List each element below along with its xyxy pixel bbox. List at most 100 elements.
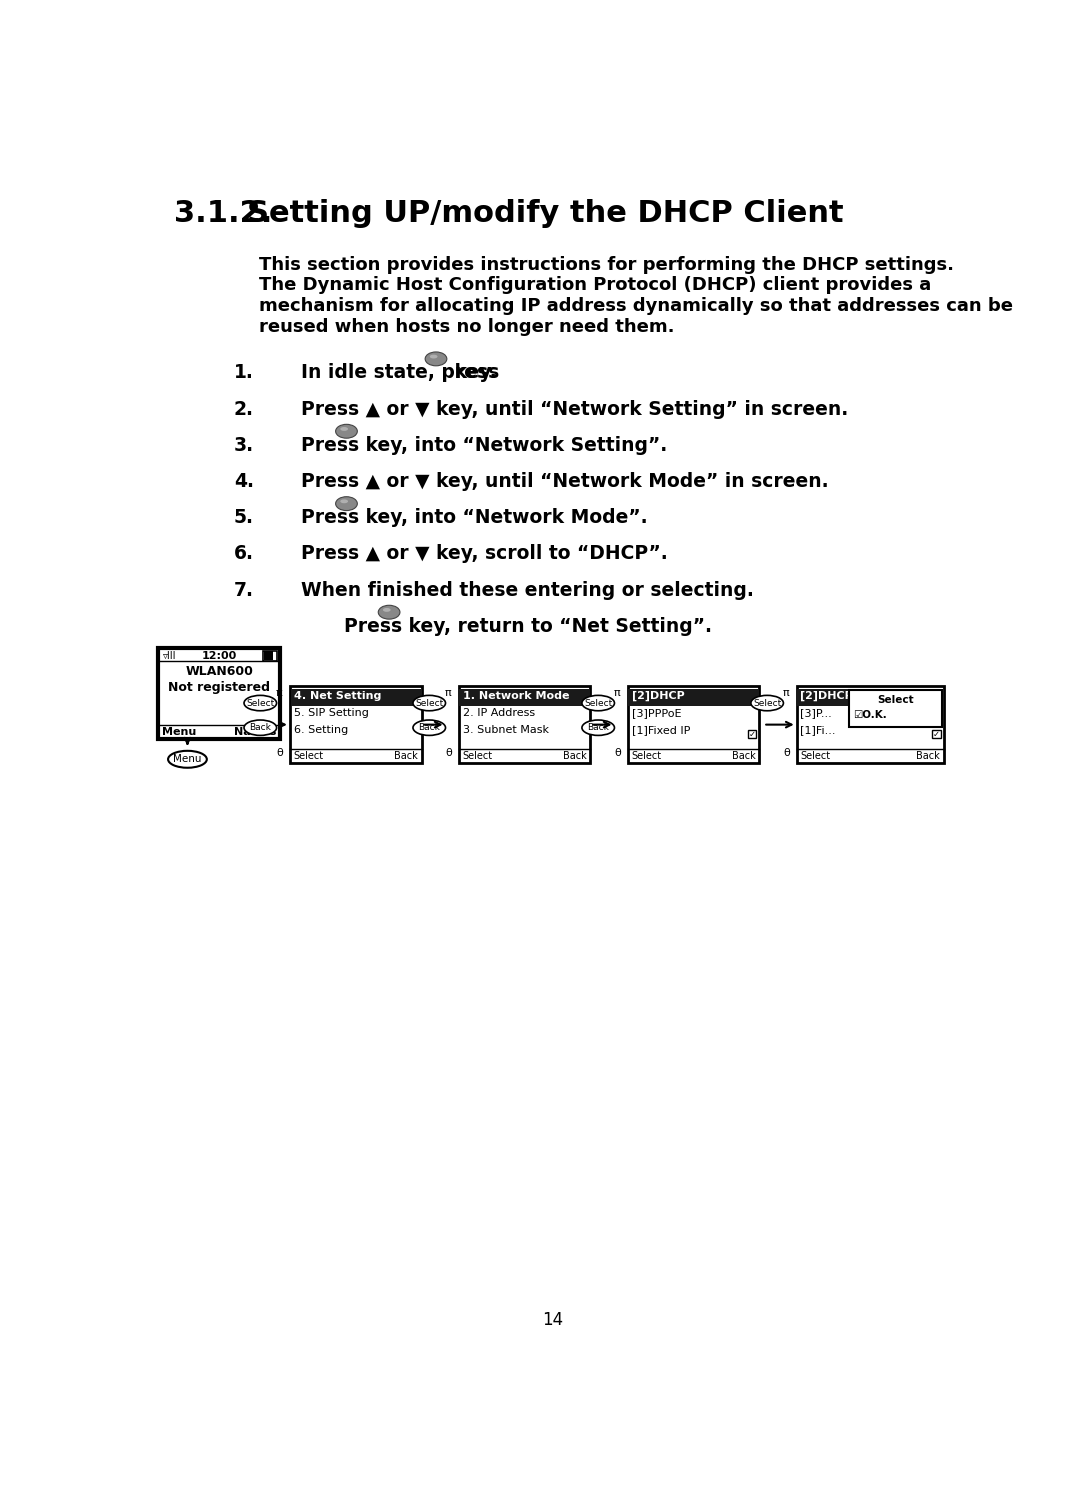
Text: 7.: 7. xyxy=(234,581,254,599)
Text: θ: θ xyxy=(445,748,452,757)
Bar xyxy=(748,730,757,739)
Bar xyxy=(290,686,421,763)
Text: Back: Back xyxy=(418,722,440,731)
Text: Menu: Menu xyxy=(174,754,202,765)
Bar xyxy=(627,686,759,763)
Ellipse shape xyxy=(244,719,277,736)
Text: Not registered: Not registered xyxy=(168,680,271,694)
Text: Select: Select xyxy=(462,751,493,762)
Text: ☑O.K.: ☑O.K. xyxy=(853,710,887,719)
Ellipse shape xyxy=(751,695,784,710)
Text: Press: Press xyxy=(344,617,409,635)
Bar xyxy=(291,689,420,706)
Text: Press: Press xyxy=(302,436,367,455)
Text: Back: Back xyxy=(393,751,417,762)
Ellipse shape xyxy=(378,605,400,619)
Ellipse shape xyxy=(413,695,445,710)
Text: π: π xyxy=(445,688,452,698)
Bar xyxy=(797,686,944,763)
Bar xyxy=(264,652,273,659)
Text: This section provides instructions for performing the DHCP settings.: This section provides instructions for p… xyxy=(259,255,954,273)
Text: [2]DHCP: [2]DHCP xyxy=(801,691,853,701)
Text: mechanism for allocating IP address dynamically so that addresses can be: mechanism for allocating IP address dyna… xyxy=(259,297,1012,315)
Text: [3]PPPoE: [3]PPPoE xyxy=(632,707,681,718)
Text: 14: 14 xyxy=(542,1311,563,1329)
Text: θ: θ xyxy=(783,748,789,757)
Text: key, into “Network Mode”.: key, into “Network Mode”. xyxy=(359,508,648,527)
Text: Back: Back xyxy=(563,751,586,762)
Text: [3]P...: [3]P... xyxy=(801,707,832,718)
Ellipse shape xyxy=(168,751,207,768)
Text: 5. SIP Setting: 5. SIP Setting xyxy=(293,707,369,718)
Bar xyxy=(849,689,942,727)
Text: π: π xyxy=(276,688,282,698)
Ellipse shape xyxy=(430,354,438,359)
Ellipse shape xyxy=(582,695,614,710)
Text: Names: Names xyxy=(234,727,277,737)
Text: Press ▲ or ▼ key, scroll to “DHCP”.: Press ▲ or ▼ key, scroll to “DHCP”. xyxy=(302,544,668,563)
Text: key, into “Network Setting”.: key, into “Network Setting”. xyxy=(359,436,667,455)
Text: π: π xyxy=(614,688,621,698)
Ellipse shape xyxy=(383,608,390,611)
Ellipse shape xyxy=(244,695,277,710)
Text: Press ▲ or ▼ key, until “Network Setting” in screen.: Press ▲ or ▼ key, until “Network Setting… xyxy=(302,400,848,419)
Text: 2.: 2. xyxy=(234,400,254,419)
Text: [1]Fixed IP: [1]Fixed IP xyxy=(632,724,690,734)
Text: Select: Select xyxy=(293,751,323,762)
Text: In idle state, press: In idle state, press xyxy=(302,363,507,383)
Text: 6.: 6. xyxy=(234,544,254,563)
Ellipse shape xyxy=(413,719,445,736)
Text: [2]DHCP: [2]DHCP xyxy=(632,691,685,701)
Bar xyxy=(459,686,591,763)
Bar xyxy=(932,730,941,739)
Text: Back: Back xyxy=(916,751,940,762)
Ellipse shape xyxy=(335,497,357,511)
Text: ✓: ✓ xyxy=(932,730,940,739)
Text: 5.: 5. xyxy=(234,508,254,527)
Text: Press ▲ or ▼ key, until “Network Mode” in screen.: Press ▲ or ▼ key, until “Network Mode” i… xyxy=(302,472,829,491)
Text: Menu: Menu xyxy=(162,727,196,737)
Text: Select: Select xyxy=(877,694,914,704)
Text: 2. IP Address: 2. IP Address xyxy=(462,707,535,718)
Text: Select: Select xyxy=(801,751,831,762)
Text: 4.: 4. xyxy=(234,472,254,491)
Text: θ: θ xyxy=(614,748,621,757)
Bar xyxy=(263,650,277,661)
Ellipse shape xyxy=(582,719,614,736)
Ellipse shape xyxy=(341,499,348,503)
Ellipse shape xyxy=(341,427,348,431)
Text: Back: Back xyxy=(588,722,609,731)
Text: 4. Net Setting: 4. Net Setting xyxy=(293,691,381,701)
Text: Setting UP/modify the DHCP Client: Setting UP/modify the DHCP Client xyxy=(247,200,844,228)
Text: 12:00: 12:00 xyxy=(202,650,237,661)
Text: When finished these entering or selecting.: When finished these entering or selectin… xyxy=(302,581,755,599)
Text: π: π xyxy=(783,688,789,698)
Text: Select: Select xyxy=(415,698,443,707)
Text: Press: Press xyxy=(302,508,367,527)
Text: Select: Select xyxy=(246,698,275,707)
Text: ✓: ✓ xyxy=(748,730,756,739)
Text: 3.: 3. xyxy=(234,436,254,455)
Text: 3. Subnet Mask: 3. Subnet Mask xyxy=(462,724,549,734)
Text: θ: θ xyxy=(276,748,282,757)
Text: 1. Network Mode: 1. Network Mode xyxy=(462,691,569,701)
Text: 3.1.2.: 3.1.2. xyxy=(174,200,272,228)
Text: The Dynamic Host Configuration Protocol (DHCP) client provides a: The Dynamic Host Configuration Protocol … xyxy=(259,276,931,294)
Text: [1]Fi...: [1]Fi... xyxy=(801,724,835,734)
Ellipse shape xyxy=(335,425,357,439)
Text: 1.: 1. xyxy=(234,363,253,383)
Text: ▿III: ▿III xyxy=(163,650,176,661)
Bar xyxy=(628,689,759,706)
Text: key.: key. xyxy=(448,363,497,383)
Text: Select: Select xyxy=(584,698,612,707)
Text: WLAN600: WLAN600 xyxy=(185,664,253,677)
Text: Select: Select xyxy=(754,698,782,707)
Text: key, return to “Net Setting”.: key, return to “Net Setting”. xyxy=(401,617,711,635)
Ellipse shape xyxy=(425,351,447,366)
Bar xyxy=(459,689,590,706)
Text: reused when hosts no longer need them.: reused when hosts no longer need them. xyxy=(259,318,674,336)
Bar xyxy=(798,689,943,706)
Bar xyxy=(158,649,280,739)
Text: Back: Back xyxy=(249,722,272,731)
Text: Select: Select xyxy=(632,751,662,762)
